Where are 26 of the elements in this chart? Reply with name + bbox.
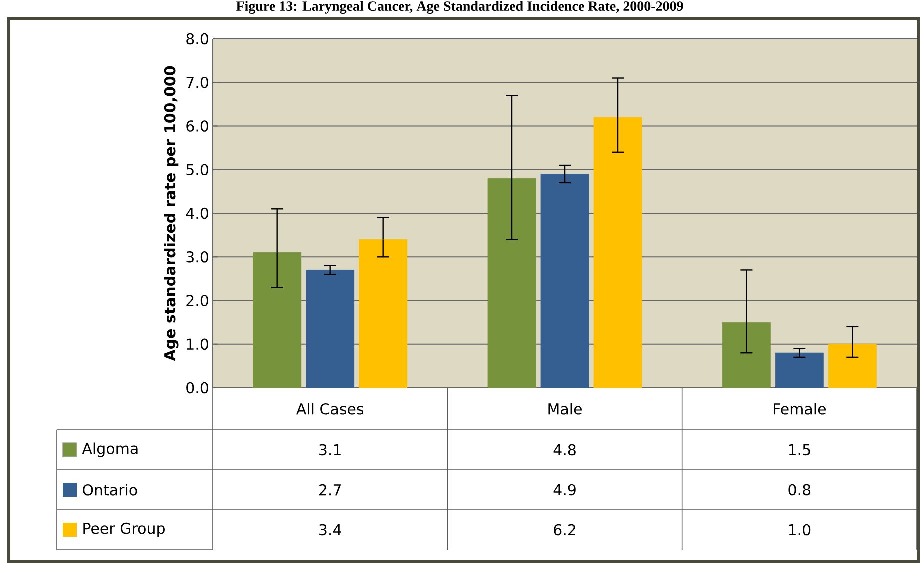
y-tick-label: 6.0 bbox=[186, 120, 208, 132]
data-label: 4.9 bbox=[554, 484, 576, 496]
data-label: 3.1 bbox=[320, 444, 341, 456]
y-tick-label: 0.0 bbox=[186, 382, 208, 394]
legend-label: Ontario bbox=[83, 484, 138, 496]
x-tick-label: Male bbox=[548, 403, 582, 415]
y-tick-label: 8.0 bbox=[186, 33, 208, 45]
y-tick-label: 7.0 bbox=[186, 76, 208, 88]
chart-title: Figure 13: Laryngeal Cancer, Age Standardized Incidence Rate, 2000-2009 bbox=[236, 1, 684, 14]
data-label: 4.8 bbox=[554, 444, 576, 456]
data-label: 2.7 bbox=[320, 484, 341, 496]
data-label: 1.5 bbox=[789, 444, 810, 456]
data-label: 1.0 bbox=[789, 524, 811, 536]
y-axis-title: Age standardized rate per 100,000 bbox=[164, 66, 179, 362]
y-tick-label: 5.0 bbox=[186, 164, 208, 176]
data-label: 6.2 bbox=[554, 524, 576, 536]
data-label: 3.4 bbox=[320, 524, 342, 536]
x-tick-label: Female bbox=[774, 403, 826, 415]
y-tick-label: 1.0 bbox=[187, 338, 208, 350]
y-tick-label: 3.0 bbox=[186, 251, 208, 263]
y-tick-label: 2.0 bbox=[186, 295, 208, 306]
legend-label: Peer Group bbox=[84, 522, 165, 538]
data-label: 0.8 bbox=[788, 484, 811, 496]
x-tick-label: All Cases bbox=[296, 403, 364, 415]
legend-label: Algoma bbox=[82, 442, 138, 458]
y-tick-label: 4.0 bbox=[186, 208, 208, 220]
